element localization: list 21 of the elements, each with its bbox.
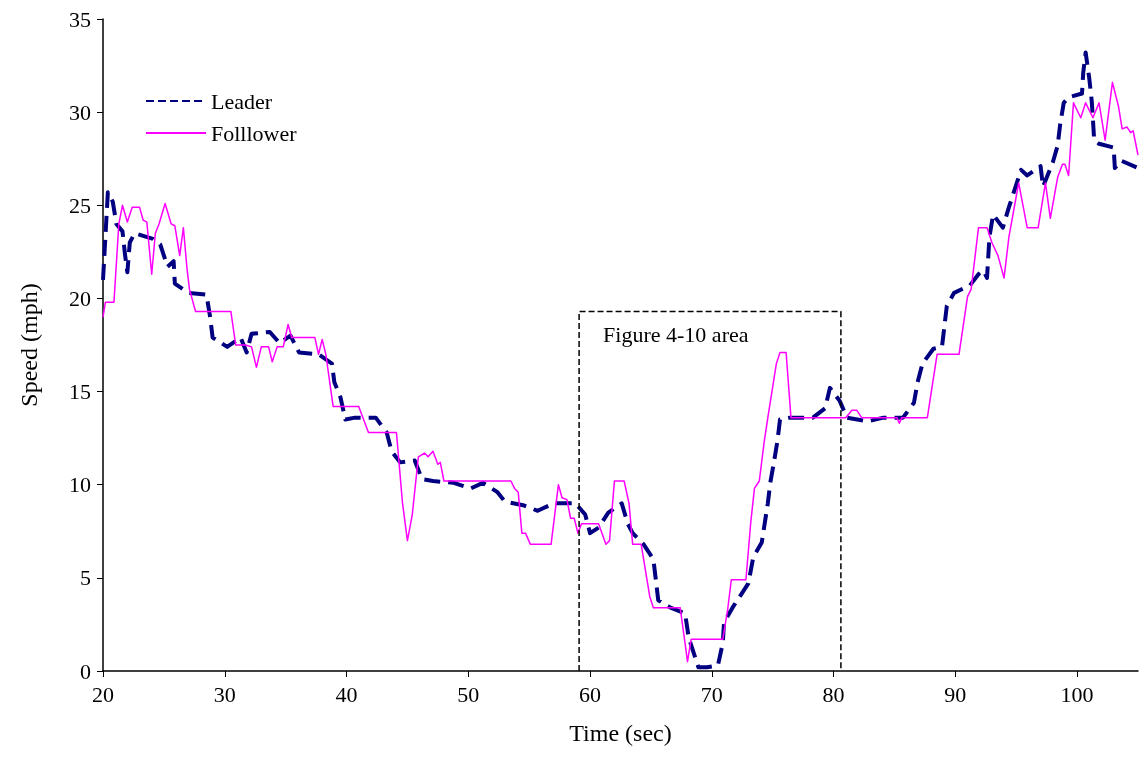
y-tick-label: 10 (69, 472, 91, 498)
x-tick-label: 90 (944, 681, 967, 707)
y-tick-label: 25 (69, 192, 91, 218)
x-tick-label: 50 (457, 681, 480, 707)
x-tick-label: 70 (700, 681, 723, 707)
y-tick-label: 0 (80, 658, 91, 684)
y-tick-label: 5 (80, 565, 91, 591)
legend-label: Folllower (211, 120, 298, 146)
x-tick-label: 100 (1060, 681, 1094, 707)
y-tick-label: 20 (69, 285, 91, 311)
y-axis-title: Speed (mph) (16, 283, 42, 407)
x-axis-title: Time (sec) (569, 720, 672, 746)
y-tick-label: 35 (69, 6, 91, 32)
x-tick-label: 40 (335, 681, 358, 707)
y-tick-label: 30 (69, 99, 91, 125)
x-tick-label: 30 (213, 681, 236, 707)
annotation: Figure 4-10 area (603, 321, 749, 347)
legend-label: Leader (211, 88, 273, 114)
y-tick-label: 15 (69, 379, 91, 405)
x-tick-label: 60 (579, 681, 602, 707)
x-tick-label: 80 (822, 681, 845, 707)
